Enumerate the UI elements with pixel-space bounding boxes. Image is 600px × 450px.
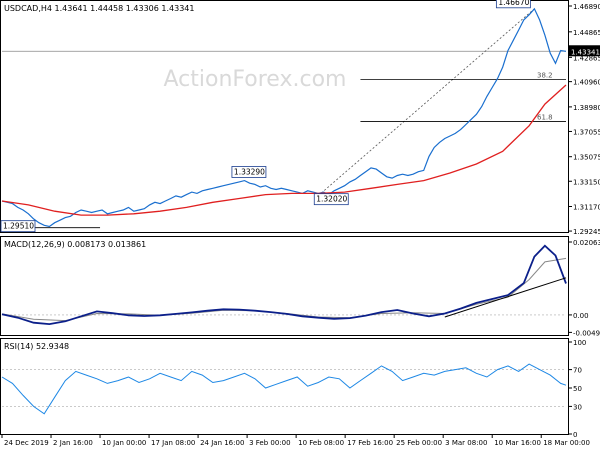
price-y-tick-label: 1.37055	[573, 128, 600, 136]
price-annotation-label: 1.32020	[316, 195, 347, 204]
price-annotation-box	[0, 220, 36, 233]
price-series-line	[1, 7, 567, 228]
price-annotation-label: 1.46670	[498, 0, 529, 7]
price-panel-frame	[0, 0, 569, 233]
x-tick-label: 10 Feb 08:00	[298, 439, 344, 447]
price-layer: 38.2 61.8 1.46670 1.33290 1.32020 1.29510	[0, 0, 567, 233]
price-panel-title: USDCAD,H4 1.43641 1.44458 1.43306 1.4334…	[4, 4, 194, 13]
current-price-label: 1.43341	[571, 48, 600, 56]
macd-main-line	[1, 244, 567, 326]
current-price-box	[568, 45, 600, 57]
rsi-y-tick-label: 30	[573, 403, 582, 411]
x-tick-label: 18 Mar 00:00	[543, 439, 590, 447]
axis-layer: 1.46890 1.44865 1.42865 1.40960 1.38980 1.370…	[1, 3, 600, 447]
macd-panel-frame	[0, 236, 569, 336]
rsi-panel-frame	[0, 338, 569, 435]
price-y-tick-label: 1.31170	[573, 204, 600, 212]
watermark: ActionForex.com	[164, 67, 347, 92]
price-y-tick-label: 1.42865	[573, 54, 600, 62]
moving-average-line	[1, 84, 567, 216]
price-y-tick-label: 1.33150	[573, 178, 600, 186]
price-annotation-label: 1.33290	[234, 167, 265, 176]
macd-y-tick-label: -0.004942	[573, 329, 600, 337]
rsi-y-tick-label: 70	[573, 367, 582, 375]
price-annotation-box	[495, 0, 531, 9]
macd-trendline	[444, 277, 567, 318]
x-tick-label: 10 Mar 16:00	[494, 439, 541, 447]
price-y-tick-label: 1.29245	[573, 228, 600, 236]
macd-layer	[1, 244, 567, 326]
price-annotation-box	[231, 166, 267, 178]
price-y-tick-label: 1.44865	[573, 29, 600, 37]
price-annotation-box	[313, 193, 349, 206]
macd-y-tick-label: 0.00	[573, 312, 589, 320]
x-tick-label: 24 Jan 16:00	[200, 439, 244, 447]
rsi-line	[1, 363, 567, 415]
x-tick-label: 17 Feb 16:00	[347, 439, 393, 447]
x-tick-label: 3 Mar 08:00	[445, 439, 487, 447]
rsi-y-tick-label: 50	[573, 385, 582, 393]
price-y-tick-label: 1.35075	[573, 154, 600, 162]
rsi-panel-title: RSI(14) 52.9348	[4, 342, 69, 351]
macd-panel-title: MACD(12,26,9) 0.008173 0.013861	[4, 240, 146, 249]
x-tick-label: 25 Feb 00:00	[396, 439, 442, 447]
rsi-layer	[1, 363, 567, 415]
x-tick-label: 10 Jan 00:00	[102, 439, 146, 447]
fib-level-label: 61.8	[537, 113, 553, 121]
x-tick-label: 24 Dec 2019	[4, 439, 49, 447]
x-tick-label: 17 Jan 08:00	[151, 439, 195, 447]
fib-level-label: 38.2	[537, 71, 553, 79]
price-y-tick-label: 1.40960	[573, 79, 600, 87]
macd-y-tick-label: 0.020637	[573, 239, 600, 247]
price-y-tick-label: 1.38980	[573, 104, 600, 112]
rsi-y-tick-label: 0	[573, 431, 577, 439]
x-tick-label: 3 Feb 00:00	[249, 439, 290, 447]
rsi-y-tick-label: 100	[573, 339, 586, 347]
price-y-tick-label: 1.46890	[573, 3, 600, 11]
x-tick-label: 2 Jan 16:00	[53, 439, 93, 447]
price-annotation-label: 1.29510	[3, 222, 34, 231]
